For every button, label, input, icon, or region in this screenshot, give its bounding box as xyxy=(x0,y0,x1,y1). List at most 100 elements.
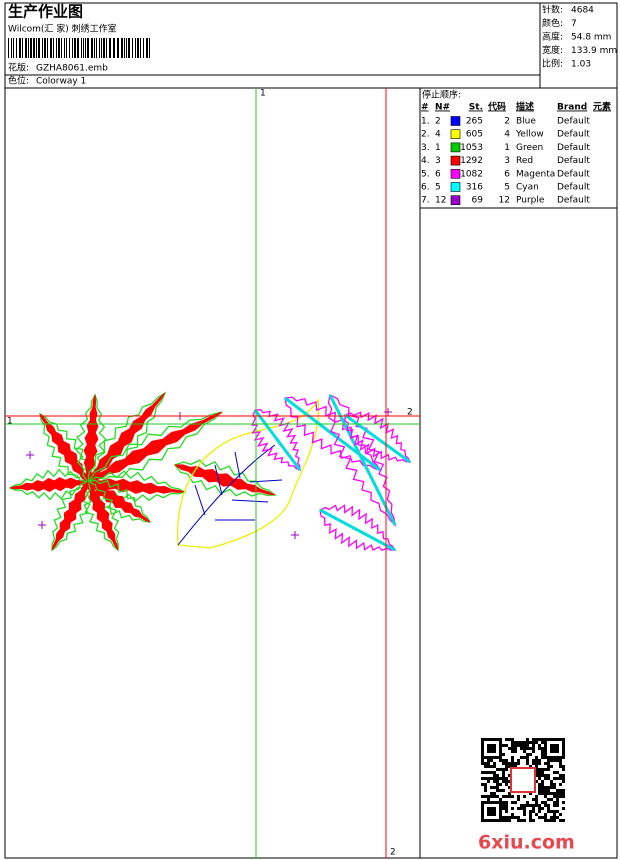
qr-cell xyxy=(529,819,532,822)
barcode-bar xyxy=(56,38,57,58)
qr-cell xyxy=(547,819,550,822)
qr-cell xyxy=(535,762,538,765)
stop-title: 停止顺序: xyxy=(422,89,461,101)
color-swatch xyxy=(450,116,461,126)
qr-cell xyxy=(538,738,541,741)
qr-cell xyxy=(505,816,508,819)
qr-cell xyxy=(550,747,553,750)
barcode-bar xyxy=(74,38,76,58)
qr-cell xyxy=(499,738,502,741)
qr-cell xyxy=(496,795,499,798)
qr-cell xyxy=(481,762,484,765)
barcode-bar xyxy=(132,38,133,58)
qr-cell xyxy=(544,792,547,795)
row-n: 3 xyxy=(435,156,441,166)
qr-cell xyxy=(544,747,547,750)
barcode-bar xyxy=(69,38,70,58)
qr-cell xyxy=(523,810,526,813)
design-label: 花版: xyxy=(8,62,29,74)
qr-cell xyxy=(535,768,538,771)
qr-cell xyxy=(535,780,538,783)
qr-cell xyxy=(502,762,505,765)
qr-cell xyxy=(481,744,484,747)
guide-label: 1 xyxy=(7,417,13,427)
qr-cell xyxy=(556,777,559,780)
qr-cell xyxy=(484,756,487,759)
colorway: Colorway 1 xyxy=(36,77,86,87)
row-code: 6 xyxy=(504,169,510,179)
qr-cell xyxy=(490,819,493,822)
barcode-bar xyxy=(11,38,12,58)
qr-cell xyxy=(553,819,556,822)
qr-cell xyxy=(553,777,556,780)
qr-cell xyxy=(481,813,484,816)
qr-cell xyxy=(541,756,544,759)
qr-cell xyxy=(505,801,508,804)
barcode-bar xyxy=(83,38,84,58)
qr-cell xyxy=(481,807,484,810)
barcode-bar xyxy=(66,38,67,58)
qr-cell xyxy=(493,756,496,759)
qr-cell xyxy=(484,801,487,804)
qr-cell xyxy=(487,750,490,753)
qr-cell xyxy=(481,738,484,741)
qr-cell xyxy=(514,801,517,804)
qr-cell xyxy=(505,804,508,807)
qr-cell xyxy=(481,750,484,753)
qr-cell xyxy=(496,768,499,771)
row-brand: Default xyxy=(557,156,590,166)
column-header: 元素 xyxy=(593,101,611,113)
qr-cell xyxy=(493,780,496,783)
qr-cell xyxy=(502,819,505,822)
qr-cell xyxy=(523,756,526,759)
qr-cell xyxy=(550,792,553,795)
qr-cell xyxy=(508,762,511,765)
qr-cell xyxy=(493,801,496,804)
qr-cell xyxy=(559,759,562,762)
row-st: 265 xyxy=(466,117,483,127)
qr-code xyxy=(481,738,565,822)
row-brand: Default xyxy=(557,130,590,140)
qr-cell xyxy=(481,816,484,819)
barcode-bar xyxy=(113,38,115,58)
qr-cell xyxy=(499,750,502,753)
qr-cell xyxy=(484,738,487,741)
qr-cell xyxy=(556,747,559,750)
qr-cell xyxy=(556,816,559,819)
qr-cell xyxy=(556,804,559,807)
qr-cell xyxy=(559,789,562,792)
qr-cell xyxy=(538,774,541,777)
qr-cell xyxy=(532,759,535,762)
qr-cell xyxy=(538,747,541,750)
qr-logo xyxy=(510,767,536,793)
qr-cell xyxy=(493,771,496,774)
qr-cell xyxy=(532,747,535,750)
qr-cell xyxy=(493,738,496,741)
qr-cell xyxy=(481,810,484,813)
qr-cell xyxy=(532,807,535,810)
qr-cell xyxy=(559,765,562,768)
qr-cell xyxy=(514,750,517,753)
qr-cell xyxy=(496,780,499,783)
color-swatch xyxy=(450,182,461,192)
qr-cell xyxy=(553,795,556,798)
qr-cell xyxy=(505,759,508,762)
qr-cell xyxy=(487,813,490,816)
qr-cell xyxy=(559,738,562,741)
qr-cell xyxy=(499,753,502,756)
qr-cell xyxy=(505,768,508,771)
qr-cell xyxy=(535,813,538,816)
qr-cell xyxy=(544,801,547,804)
qr-cell xyxy=(544,753,547,756)
qr-cell xyxy=(493,813,496,816)
qr-cell xyxy=(550,816,553,819)
leaf-inner xyxy=(39,413,89,483)
qr-cell xyxy=(505,762,508,765)
qr-cell xyxy=(487,801,490,804)
qr-cell xyxy=(508,819,511,822)
row-brand: Default xyxy=(557,183,590,193)
qr-cell xyxy=(523,741,526,744)
qr-cell xyxy=(547,738,550,741)
barcode-bar xyxy=(50,38,52,58)
qr-cell xyxy=(481,753,484,756)
